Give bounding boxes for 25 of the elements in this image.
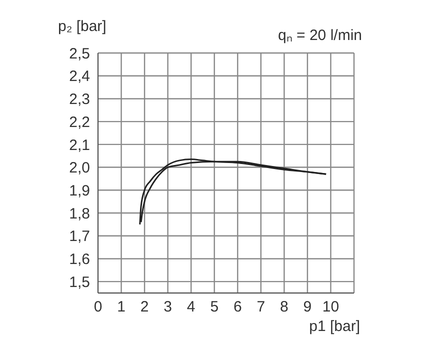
y-tick-label: 2,0 [69,160,90,177]
y-tick-label: 1,6 [69,251,90,268]
x-tick-label: 10 [322,298,340,316]
x-tick-label: 7 [256,298,266,316]
x-tick-label: 8 [280,298,288,316]
y-axis-title: p₂ [bar] [58,18,106,35]
y-tick-label: 2,1 [69,136,90,154]
y-tick-label: 2,2 [69,114,90,131]
y-tick-label: 1,5 [69,274,90,291]
chart-title: qₙ = 20 l/min [278,26,362,44]
y-tick-label: 2,3 [69,91,90,108]
x-axis-title: p1 [bar] [309,318,360,335]
x-tick-label: 5 [210,298,219,316]
x-tick-label: 3 [164,298,172,316]
y-tick-label: 2,4 [69,68,90,86]
x-tick-label: 4 [186,298,196,316]
y-tick-label: 1,8 [69,205,90,222]
y-tick-label: 1,7 [69,228,90,246]
x-tick-label: 9 [303,298,312,316]
x-tick-label: 0 [94,298,102,316]
x-tick-label: 1 [117,298,126,316]
y-tick-label: 2,5 [69,45,90,62]
y-tick-label: 1,9 [69,182,90,200]
x-tick-label: 6 [233,298,242,316]
x-tick-label: 2 [140,298,149,316]
